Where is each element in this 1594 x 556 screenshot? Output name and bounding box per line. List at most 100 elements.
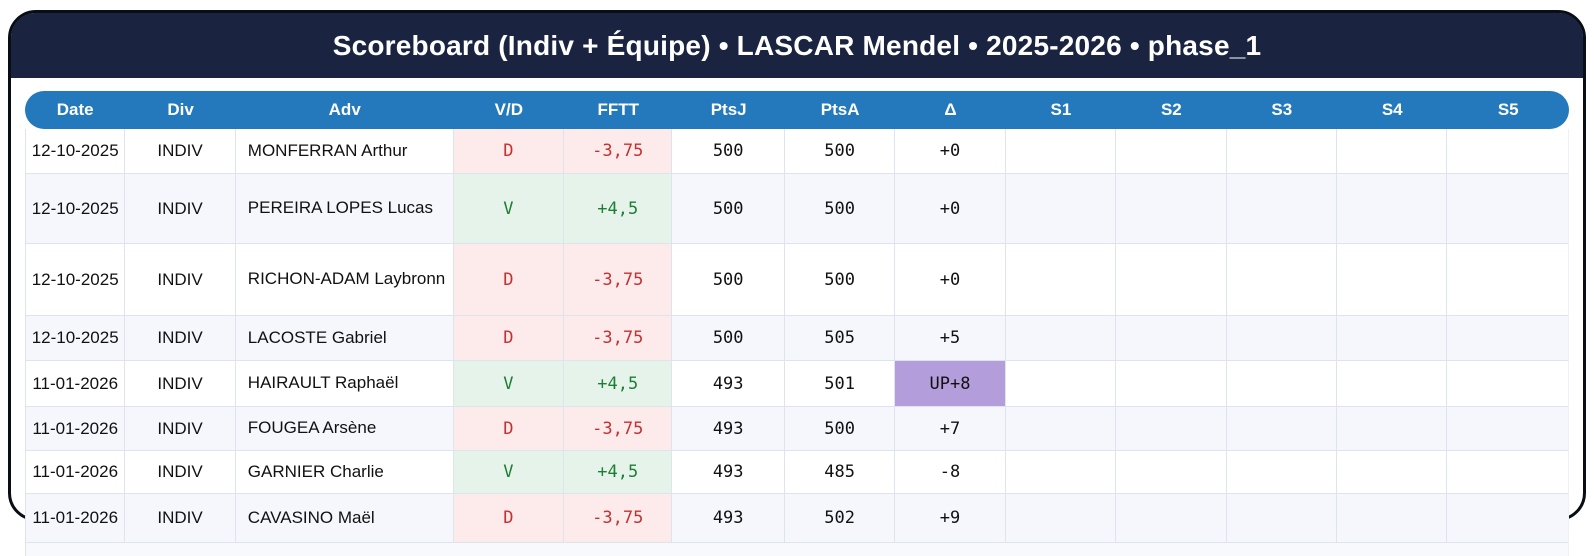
adv-cell: PEREIRA LOPES Lucas — [235, 174, 454, 244]
set-cell-s3 — [1226, 174, 1337, 244]
set-cell-s4 — [1337, 451, 1448, 494]
set-cell-s4 — [1337, 494, 1448, 543]
set-cell-s4 — [1337, 129, 1448, 174]
column-header-adv: Adv — [235, 91, 454, 129]
set-cell-s5 — [1447, 174, 1569, 244]
match-row: 12-10-2025 INDIV PEREIRA LOPES Lucas V +… — [25, 174, 1569, 244]
set-cell-s5 — [1447, 316, 1569, 361]
fftt-cell: +4,5 — [564, 451, 673, 494]
set-cell-s4 — [1337, 361, 1448, 407]
column-header-s2: S2 — [1116, 91, 1227, 129]
match-row: 11-01-2026 INDIV HAIRAULT Raphaël V +4,5… — [25, 361, 1569, 407]
vd-cell: D — [453, 129, 565, 174]
title-bar: Scoreboard (Indiv + Équipe) • LASCAR Men… — [11, 13, 1583, 78]
ptsj-cell: 493 — [672, 361, 785, 407]
set-cell-s3 — [1226, 451, 1337, 494]
ptsj-cell: 493 — [672, 494, 785, 543]
set-cell-s2 — [1116, 451, 1227, 494]
column-header-row: Date Div Adv V/D FFTT PtsJ PtsA Δ S1 S2 … — [25, 91, 1569, 129]
column-header-fftt: FFTT — [564, 91, 673, 129]
set-cell-s1 — [1005, 244, 1117, 316]
delta-cell: +5 — [895, 316, 1006, 361]
adv-cell: GARNIER Charlie — [235, 451, 454, 494]
ptsj-cell: 493 — [672, 407, 785, 451]
ptsj-cell: 493 — [672, 451, 785, 494]
vd-cell: V — [453, 361, 565, 407]
set-cell-s2 — [1116, 174, 1227, 244]
column-header-s3: S3 — [1226, 91, 1337, 129]
ptsj-cell: 500 — [672, 129, 785, 174]
vd-cell: D — [453, 244, 565, 316]
fftt-cell: -3,75 — [564, 316, 673, 361]
delta-cell: UP+8 — [895, 361, 1006, 407]
set-cell-s1 — [1005, 174, 1117, 244]
set-cell-s3 — [1226, 494, 1337, 543]
set-cell-s5 — [1447, 451, 1569, 494]
date-cell: 11-01-2026 — [25, 407, 126, 451]
fftt-cell: -3,75 — [564, 129, 673, 174]
column-header-div: Div — [125, 91, 236, 129]
fftt-cell: -3,75 — [564, 407, 673, 451]
adv-cell: HAIRAULT Raphaël — [235, 361, 454, 407]
date-cell: 11-01-2026 — [25, 494, 126, 543]
ptsa-cell: 502 — [784, 494, 896, 543]
set-cell-s5 — [1447, 494, 1569, 543]
column-header-date: Date — [25, 91, 126, 129]
set-cell-s3 — [1226, 129, 1337, 174]
set-cell-s3 — [1226, 361, 1337, 407]
ptsa-cell: 485 — [784, 451, 896, 494]
column-header-delta: Δ — [895, 91, 1006, 129]
score-table: Date Div Adv V/D FFTT PtsJ PtsA Δ S1 S2 … — [25, 91, 1569, 543]
set-cell-s2 — [1116, 316, 1227, 361]
set-cell-s5 — [1447, 361, 1569, 407]
column-header-s4: S4 — [1337, 91, 1448, 129]
fftt-cell: -3,75 — [564, 244, 673, 316]
set-cell-s4 — [1337, 316, 1448, 361]
score-table-wrap: Date Div Adv V/D FFTT PtsJ PtsA Δ S1 S2 … — [11, 78, 1583, 556]
ptsj-cell: 500 — [672, 316, 785, 361]
set-cell-s1 — [1005, 129, 1117, 174]
adv-cell: FOUGEA Arsène — [235, 407, 454, 451]
ptsa-cell: 500 — [784, 244, 896, 316]
ptsa-cell: 501 — [784, 361, 896, 407]
date-cell: 12-10-2025 — [25, 244, 126, 316]
ptsj-cell: 500 — [672, 244, 785, 316]
match-row: 12-10-2025 INDIV MONFERRAN Arthur D -3,7… — [25, 129, 1569, 174]
div-cell: INDIV — [125, 129, 236, 174]
column-header-s1: S1 — [1005, 91, 1117, 129]
scoreboard-card: Scoreboard (Indiv + Équipe) • LASCAR Men… — [8, 10, 1586, 556]
page-title: Scoreboard (Indiv + Équipe) • LASCAR Men… — [332, 29, 1262, 61]
ptsa-cell: 500 — [784, 129, 896, 174]
set-cell-s3 — [1226, 244, 1337, 316]
set-cell-s2 — [1116, 129, 1227, 174]
adv-cell: RICHON-ADAM Laybronn — [235, 244, 454, 316]
set-cell-s4 — [1337, 244, 1448, 316]
adv-cell: CAVASINO Maël — [235, 494, 454, 543]
set-cell-s2 — [1116, 244, 1227, 316]
set-cell-s5 — [1447, 407, 1569, 451]
div-cell: INDIV — [125, 451, 236, 494]
date-cell: 12-10-2025 — [25, 174, 126, 244]
fftt-cell: +4,5 — [564, 361, 673, 407]
set-cell-s1 — [1005, 316, 1117, 361]
div-cell: INDIV — [125, 407, 236, 451]
div-cell: INDIV — [125, 174, 236, 244]
ptsa-cell: 500 — [784, 407, 896, 451]
delta-cell: +7 — [895, 407, 1006, 451]
set-cell-s4 — [1337, 174, 1448, 244]
div-cell: INDIV — [125, 361, 236, 407]
fftt-cell: -3,75 — [564, 494, 673, 543]
column-header-ptsj: PtsJ — [672, 91, 785, 129]
set-cell-s3 — [1226, 316, 1337, 361]
date-cell: 11-01-2026 — [25, 361, 126, 407]
delta-cell: +0 — [895, 244, 1006, 316]
set-cell-s5 — [1447, 244, 1569, 316]
ptsa-cell: 505 — [784, 316, 896, 361]
match-row: 11-01-2026 INDIV FOUGEA Arsène D -3,75 4… — [25, 407, 1569, 451]
set-cell-s2 — [1116, 407, 1227, 451]
match-row: 12-10-2025 INDIV RICHON-ADAM Laybronn D … — [25, 244, 1569, 316]
match-row: 12-10-2025 INDIV LACOSTE Gabriel D -3,75… — [25, 316, 1569, 361]
set-cell-s2 — [1116, 494, 1227, 543]
set-cell-s1 — [1005, 361, 1117, 407]
set-cell-s3 — [1226, 407, 1337, 451]
